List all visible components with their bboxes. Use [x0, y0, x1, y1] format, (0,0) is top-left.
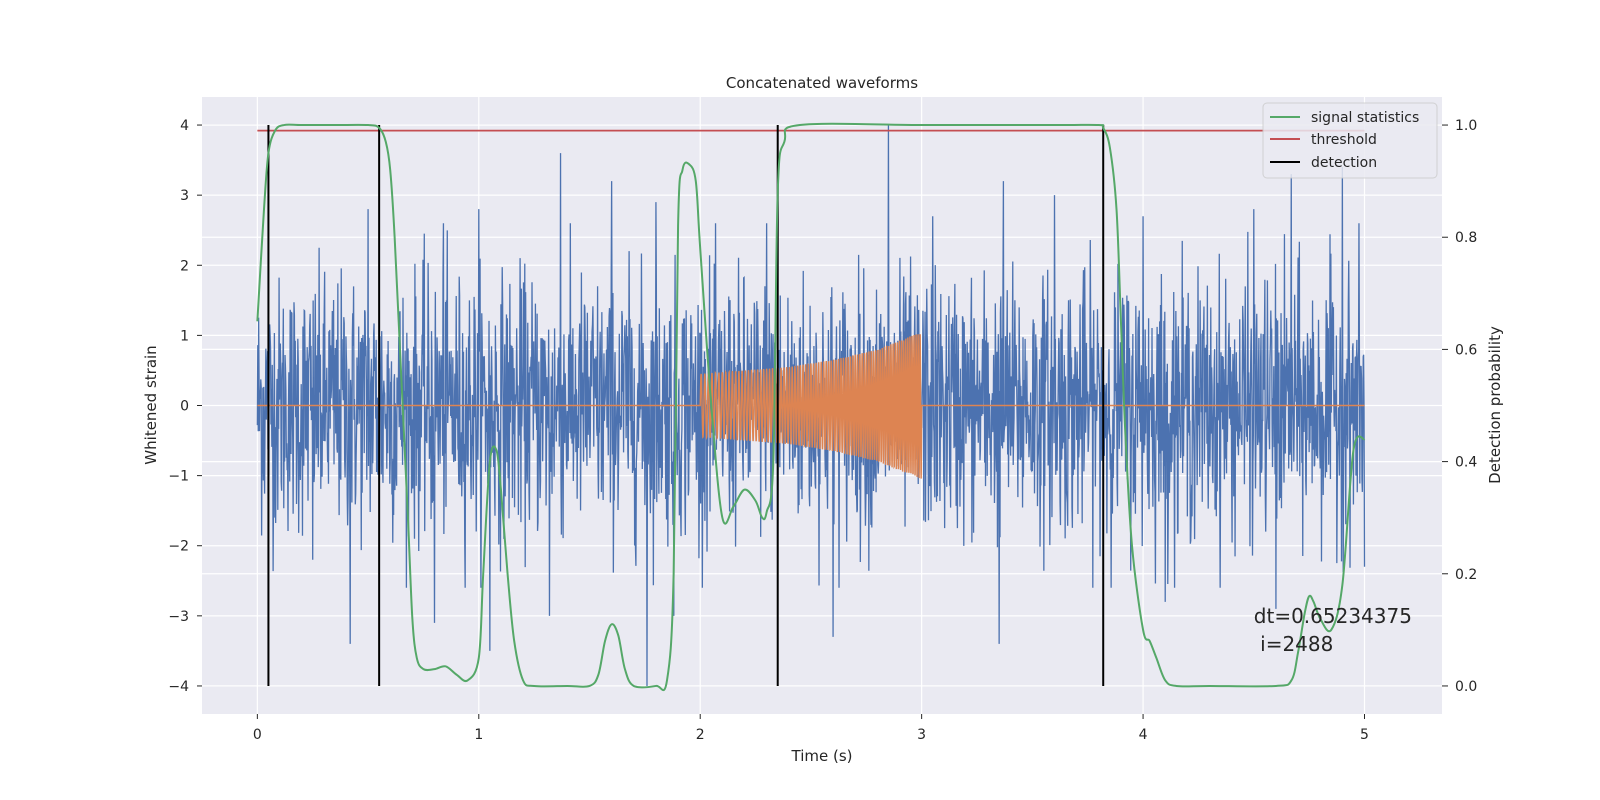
x-tick-label-1: 1 — [474, 727, 483, 743]
legend-label-signal-statistics: signal statistics — [1311, 110, 1419, 126]
signal-statistics-series — [256, 122, 1366, 692]
y2-tick-label-5: 1.0 — [1455, 118, 1477, 134]
y-axis-label: Whitened strain — [142, 345, 160, 464]
template-waveform-series — [257, 334, 1365, 479]
x-tick-label-3: 3 — [917, 727, 926, 743]
legend-box — [1262, 102, 1438, 179]
y2-tick-label-0: 0.0 — [1455, 679, 1477, 695]
y-tick-label-8: 4 — [180, 118, 189, 134]
template-line — [257, 334, 1365, 479]
x-tick-label-5: 5 — [1360, 727, 1369, 743]
x-tick-label-0: 0 — [253, 727, 262, 743]
x-axis-ticks: 0 1 2 3 4 5 — [253, 714, 1369, 743]
y-tick-label-4: 0 — [180, 399, 189, 415]
y-tick-label-2: −2 — [168, 539, 189, 555]
y2-tick-label-2: 0.4 — [1455, 455, 1477, 471]
detection-series — [267, 125, 1105, 686]
y-tick-label-3: −1 — [168, 469, 189, 485]
y2-tick-label-1: 0.2 — [1455, 567, 1477, 583]
legend-label-threshold: threshold — [1311, 132, 1377, 148]
right-y-axis-ticks: 0.0 0.2 0.4 0.6 0.8 1.0 — [1442, 118, 1477, 695]
x-tick-label-4: 4 — [1139, 727, 1148, 743]
annotation-text: dt=0.65234375 i=2488 — [1254, 604, 1412, 656]
strain-line — [256, 125, 1366, 686]
annotation-line-1: dt=0.65234375 — [1254, 604, 1412, 628]
left-y-axis-ticks: −4 −3 −2 −1 0 1 2 3 4 — [168, 118, 202, 695]
y-tick-label-5: 1 — [180, 328, 189, 344]
annotation-line-2: i=2488 — [1254, 632, 1334, 656]
x-tick-label-2: 2 — [696, 727, 705, 743]
y2-tick-label-3: 0.6 — [1455, 342, 1477, 358]
y-tick-label-1: −3 — [168, 609, 189, 625]
signal-statistics-line — [256, 122, 1366, 692]
y2-axis-label: Detection probability — [1486, 326, 1504, 484]
chart-title: Concatenated waveforms — [726, 74, 918, 92]
y2-tick-label-4: 0.8 — [1455, 230, 1477, 246]
y-tick-label-0: −4 — [168, 679, 189, 695]
x-axis-label: Time (s) — [791, 747, 853, 765]
y-tick-label-6: 2 — [180, 258, 189, 274]
legend: signal statistics threshold detection — [1262, 102, 1438, 179]
legend-label-detection: detection — [1311, 155, 1377, 171]
y-tick-label-7: 3 — [180, 188, 189, 204]
whitened-strain-series — [256, 125, 1366, 686]
